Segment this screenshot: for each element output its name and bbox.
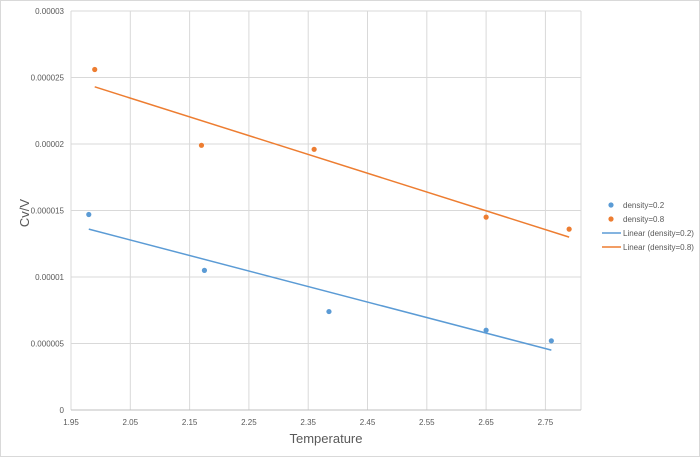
legend-label: density=0.2 (623, 201, 665, 210)
y-tick-label: 0.00001 (35, 273, 64, 282)
legend: density=0.2 density=0.8 Linear (density=0.… (602, 201, 694, 252)
data-point-density-0-2 (326, 308, 332, 315)
y-axis-title: Cv/V (17, 199, 32, 228)
y-tick-label: 0.000015 (31, 207, 65, 216)
x-tick-label: 2.55 (419, 418, 435, 427)
data-point-density-0-8 (198, 142, 205, 148)
legend-label: density=0.8 (623, 215, 665, 224)
legend-point-marker (608, 202, 614, 208)
data-point-density-0-8 (92, 66, 98, 73)
trendline-density-0-8 (94, 86, 570, 238)
legend-label: Linear (density=0.2) (623, 229, 694, 238)
data-point-density-0-2 (86, 211, 92, 218)
y-tick-label: 0.000025 (31, 74, 65, 83)
tick-labels: 1.95 2.05 2.15 2.25 2.35 2.45 2.55 2.65 2.75 0 0.0… (31, 7, 554, 427)
data-point-density-0-2 (548, 338, 554, 344)
data-point-density-0-2 (201, 267, 208, 273)
y-tick-label: 0.000005 (31, 340, 65, 349)
legend-label: Linear (density=0.8) (623, 243, 694, 252)
data-point-density-0-8 (483, 214, 489, 220)
x-tick-label: 2.35 (300, 418, 316, 427)
data-point-density-0-2 (483, 327, 489, 333)
data-point-density-0-8 (311, 146, 317, 152)
x-tick-label: 2.65 (478, 418, 494, 427)
trendlines (88, 86, 570, 351)
x-axis-title: Temperature (290, 431, 363, 446)
x-tick-label: 1.95 (63, 418, 79, 427)
gridlines (70, 10, 582, 410)
x-tick-label: 2.05 (123, 418, 139, 427)
x-tick-label: 2.75 (538, 418, 554, 427)
x-tick-label: 2.25 (241, 418, 257, 427)
y-tick-label: 0 (60, 406, 65, 415)
x-tick-label: 2.15 (182, 418, 198, 427)
y-tick-label: 0.00003 (35, 7, 64, 16)
data-points (86, 66, 572, 344)
x-tick-label: 2.45 (360, 418, 376, 427)
y-tick-label: 0.00002 (35, 140, 64, 149)
legend-point-marker (608, 216, 614, 222)
trendline-density-0-2 (88, 228, 552, 351)
data-point-density-0-8 (566, 226, 572, 232)
